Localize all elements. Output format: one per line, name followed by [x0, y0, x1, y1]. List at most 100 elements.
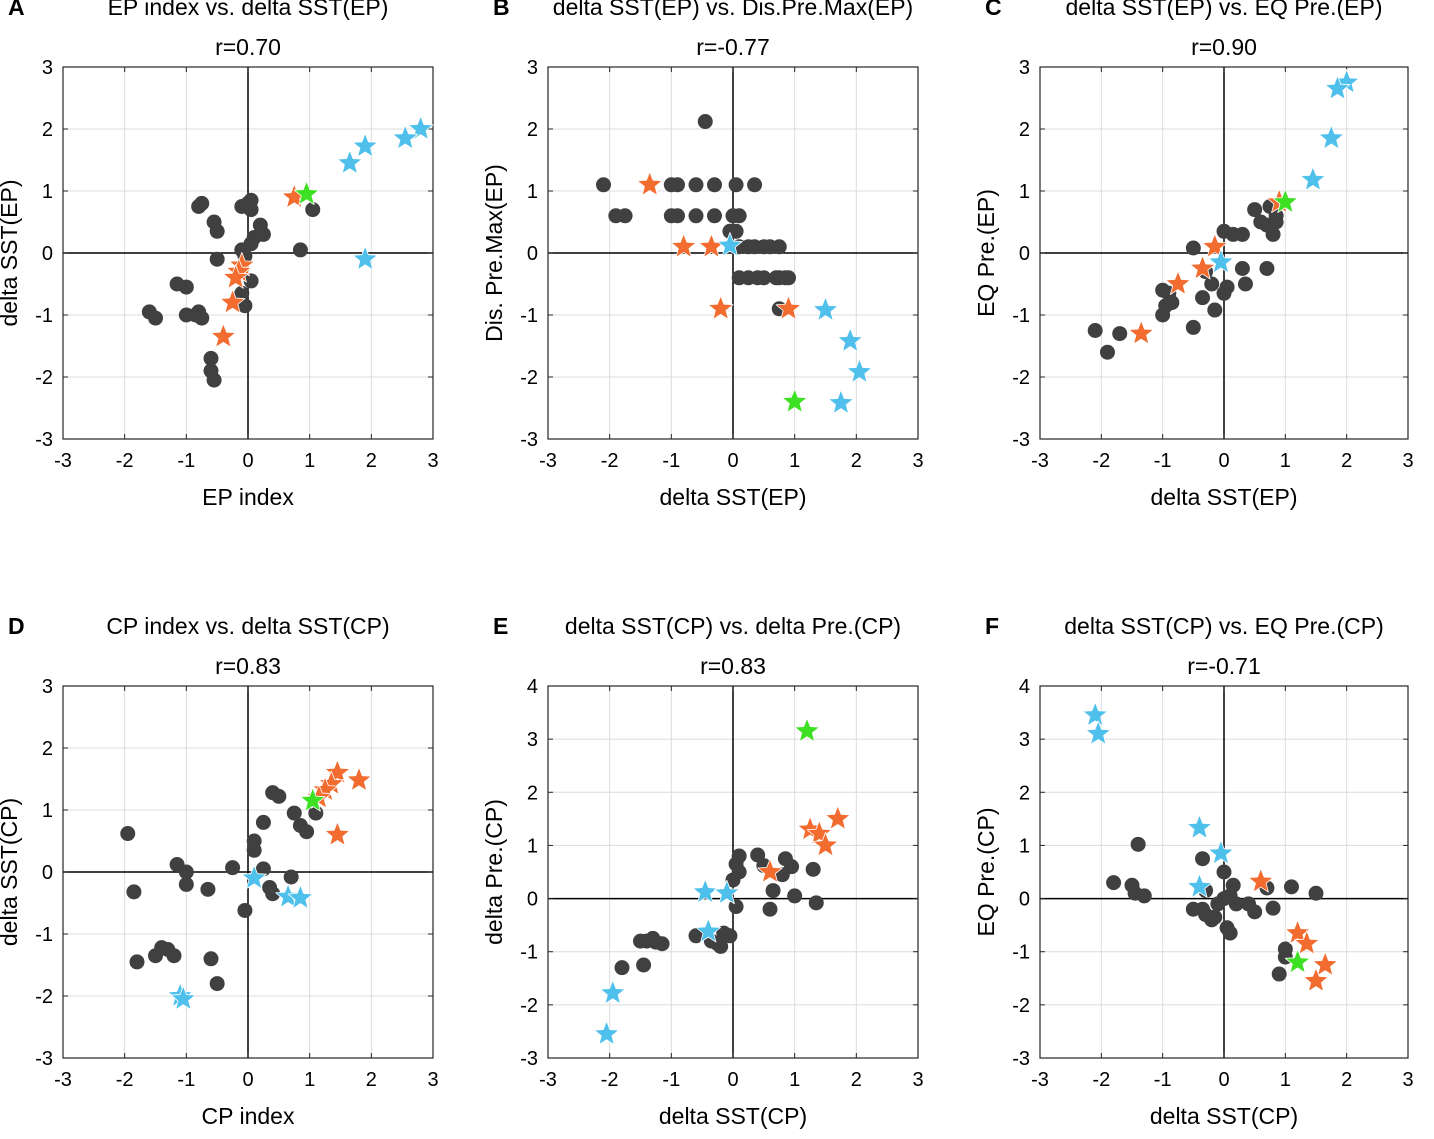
data-point-dots [203, 951, 219, 967]
panel-label: D [8, 613, 25, 639]
data-point-dots [1259, 261, 1275, 276]
data-point-dots [1136, 888, 1152, 904]
star-marker-orange [1165, 270, 1191, 295]
y-tick-label: 0 [42, 243, 53, 265]
x-tick-label: -3 [539, 1069, 557, 1091]
y-tick-label: 3 [1019, 729, 1030, 751]
star-marker-orange [757, 858, 783, 883]
star-marker-orange [210, 323, 237, 348]
data-point-dots [1195, 290, 1211, 306]
star-marker-green [1284, 948, 1311, 974]
x-tick-label: 3 [427, 1069, 438, 1091]
data-point-dots [265, 886, 281, 902]
chart-subtitle: r=0.83 [700, 653, 766, 679]
star-marker-orange [775, 295, 802, 320]
data-point-dots [246, 842, 262, 858]
data-point-dots [1204, 276, 1220, 292]
star-marker-blue [1318, 124, 1345, 150]
star-marker-orange [1284, 919, 1311, 945]
data-point-dots [728, 223, 744, 239]
data-point-dots [771, 239, 787, 255]
x-tick-label: 3 [912, 450, 923, 472]
panel-d: -3 -2 -1 0 1 2 3 -3 -2 -1 0 1 2 3 CP index delta SST(CP… [0, 613, 439, 1129]
star-marker-blue [599, 979, 626, 1005]
y-tick-label: 1 [1019, 181, 1030, 203]
star-marker-orange [1248, 868, 1274, 893]
y-tick-label: -1 [35, 305, 53, 327]
data-point-dots [255, 814, 271, 830]
data-point-dots [688, 177, 704, 193]
star-marker-blue [1208, 840, 1234, 865]
x-tick-label: -3 [539, 450, 557, 472]
data-point-dots [126, 884, 142, 900]
panel-b: -3 -2 -1 0 1 2 3 -3 -2 -1 0 1 2 3 delta SST(EP) Dis. Pr… [481, 0, 924, 510]
panel-e: -3 -2 -1 0 1 2 3 -3 -2 -1 0 1 2 3 4 delta SST(CP) delta … [481, 613, 924, 1129]
data-point-dots [1222, 925, 1238, 941]
data-point-dots [1271, 966, 1287, 982]
data-point-dots [1106, 875, 1122, 891]
star-marker-blue [837, 327, 863, 352]
star-marker-orange [1202, 233, 1228, 258]
star-marker-blue [1186, 873, 1213, 898]
data-point-dots [1158, 298, 1174, 314]
y-axis-label: delta SST(EP) [0, 180, 22, 327]
panel-c: -3 -2 -1 0 1 2 3 -3 -2 -1 0 1 2 3 delta SST(EP) EQ Pre.… [973, 0, 1414, 510]
data-point-dots [206, 372, 222, 388]
y-tick-label: -1 [35, 924, 53, 946]
data-point-dots [1237, 276, 1253, 292]
y-tick-label: 4 [527, 676, 538, 698]
y-tick-label: 1 [42, 181, 53, 203]
data-point-dots [713, 938, 729, 954]
star-marker-orange [670, 233, 697, 258]
chart-title: delta SST(CP) vs. EQ Pre.(CP) [1064, 613, 1384, 639]
data-point-dots [209, 251, 225, 267]
star-marker-orange [1128, 320, 1154, 345]
x-tick-label: 0 [727, 450, 738, 472]
star-marker-blue [828, 389, 854, 414]
x-tick-label: -1 [662, 1069, 680, 1091]
data-point-dots [1185, 240, 1201, 256]
star-marker-green [293, 180, 320, 206]
y-tick-label: -2 [35, 986, 53, 1008]
y-tick-label: 0 [527, 243, 538, 265]
x-tick-label: 1 [1280, 450, 1291, 472]
star-marker-orange [324, 759, 351, 784]
x-tick-label: 0 [727, 1069, 738, 1091]
data-point-dots [707, 208, 722, 224]
star-marker-green [1272, 188, 1299, 214]
data-point-dots [596, 177, 611, 193]
star-marker-orange [707, 295, 734, 320]
y-tick-label: -1 [1012, 942, 1030, 964]
y-axis-label: EQ Pre.(CP) [973, 807, 999, 936]
data-point-dots [237, 902, 253, 918]
y-tick-label: 1 [42, 800, 53, 822]
data-point-dots [633, 933, 648, 949]
star-marker-blue [1324, 75, 1351, 100]
y-tick-label: 0 [1019, 243, 1030, 265]
data-point-dots [194, 195, 210, 211]
data-point-dots [808, 895, 824, 911]
x-tick-label: 0 [1218, 450, 1229, 472]
chart-title: CP index vs. delta SST(CP) [106, 613, 389, 639]
data-point-dots [286, 805, 302, 821]
chart-subtitle: r=-0.71 [1187, 653, 1261, 679]
data-point-dots [1087, 323, 1103, 338]
data-point-dots [166, 948, 182, 964]
y-tick-label: -1 [520, 942, 538, 964]
x-tick-label: -2 [116, 1069, 134, 1091]
star-marker-orange [222, 264, 249, 289]
y-tick-label: -2 [520, 995, 538, 1017]
star-marker-orange [806, 820, 833, 845]
chart-title: EP index vs. delta SST(EP) [108, 0, 389, 20]
data-point-dots [271, 788, 287, 804]
y-tick-label: 3 [1019, 57, 1030, 79]
y-tick-label: -3 [1012, 1048, 1030, 1070]
star-marker-blue [846, 358, 873, 383]
x-tick-label: 3 [1402, 450, 1413, 472]
data-point-dots [1185, 901, 1201, 917]
star-marker-orange [825, 805, 851, 830]
data-point-dots [283, 869, 299, 885]
y-tick-label: 2 [1019, 782, 1030, 804]
x-tick-label: 2 [1341, 1069, 1352, 1091]
